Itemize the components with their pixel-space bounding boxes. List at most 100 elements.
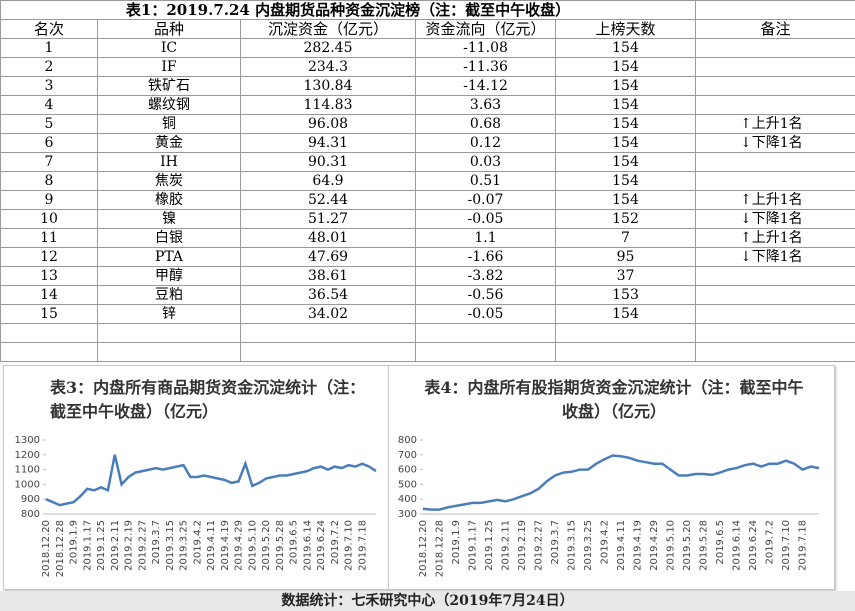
cell: 4	[0, 95, 98, 115]
cell: 2	[0, 57, 98, 77]
y-tick-label: 1000	[15, 479, 40, 490]
cell: 7	[554, 228, 697, 248]
cell: 3	[0, 76, 98, 96]
cell: 38.61	[240, 266, 416, 286]
x-tick-label: 2019.7.2	[765, 520, 776, 565]
x-tick-label: 2019.2.11	[110, 520, 121, 571]
x-tick-label: 2019.5.20	[682, 520, 693, 571]
cell: 36.54	[240, 285, 416, 305]
cell: 154	[554, 133, 697, 153]
table-row: 12 PTA 47.69 -1.66 95 ↓下降1名	[0, 247, 855, 267]
cell: 154	[554, 152, 697, 172]
x-tick-label: 2019.6.5	[715, 520, 726, 565]
cell: 黄金	[97, 133, 241, 153]
y-tick-label: 800	[398, 435, 417, 446]
x-tick-label: 2019.6.24	[748, 520, 759, 571]
table-row: 4 螺纹钢 114.83 3.63 154	[0, 95, 855, 115]
cell: 153	[554, 285, 697, 305]
y-tick-label: 1100	[15, 465, 40, 476]
cell: 15	[0, 304, 98, 324]
chart-title: 表3：内盘所有商品期货资金沉淀统计（注：截至中午收盘）（亿元）	[50, 378, 366, 421]
x-tick-label: 2019.1.17	[468, 520, 479, 571]
x-tick-label: 2018.12.28	[435, 520, 446, 577]
x-tick-label: 2019.6.24	[316, 520, 327, 571]
x-tick-label: 2019.7.10	[781, 520, 792, 571]
cell: 甲醇	[97, 266, 241, 286]
cell: 154	[554, 76, 697, 96]
empty-cell	[695, 76, 855, 96]
table-row: 15 锌 34.02 -0.05 154	[0, 304, 855, 324]
empty-cell	[0, 323, 98, 343]
table-row: 5 铜 96.08 0.68 154 ↑上升1名	[0, 114, 855, 134]
cell: 镍	[97, 209, 241, 229]
y-tick-label: 900	[21, 494, 40, 505]
empty-cell	[695, 171, 855, 191]
x-tick-label: 2018.12.20	[41, 520, 52, 577]
cell: -0.56	[415, 285, 556, 305]
header-row: 名次 品种 沉淀资金（亿元） 资金流向（亿元） 上榜天数 备注	[0, 19, 855, 39]
x-tick-label: 2019.5.10	[247, 520, 258, 571]
cell: 8	[0, 171, 98, 191]
cell: 1.1	[415, 228, 556, 248]
x-tick-label: 2019.7.2	[330, 520, 341, 565]
x-tick-label: 2019.2.27	[137, 520, 148, 571]
cell: -0.07	[415, 190, 556, 210]
table-row: 13 甲醇 38.61 -3.82 37	[0, 266, 855, 286]
empty-cell	[554, 342, 697, 362]
cell: PTA	[97, 247, 241, 267]
cell: -1.66	[415, 247, 556, 267]
x-tick-label: 2019.7.10	[344, 520, 355, 571]
x-tick-label: 2019.6.5	[289, 520, 300, 565]
cell	[695, 0, 855, 20]
cell: -3.82	[415, 266, 556, 286]
cell: -0.05	[415, 304, 556, 324]
empty-cell	[240, 323, 416, 343]
cell: 焦炭	[97, 171, 241, 191]
cell: 37	[554, 266, 697, 286]
cell: 锌	[97, 304, 241, 324]
x-tick-label: 2019.3.15	[165, 520, 176, 571]
x-tick-label: 2019.6.14	[302, 520, 313, 571]
cell: 154	[554, 38, 697, 58]
table-row: 1 IC 282.45 -11.08 154	[0, 38, 855, 58]
cell: 7	[0, 152, 98, 172]
footer: 数据统计：七禾研究中心（2019年7月24日）	[0, 591, 855, 611]
cell: 64.9	[240, 171, 416, 191]
cell: 154	[554, 171, 697, 191]
cell: 152	[554, 209, 697, 229]
header-cell: 备注	[695, 19, 855, 39]
cell: 34.02	[240, 304, 416, 324]
table-row: 11 白银 48.01 1.1 7 ↑上升1名	[0, 228, 855, 248]
y-tick-label: 1200	[15, 450, 40, 461]
y-tick-label: 300	[398, 509, 417, 520]
cell: 0.51	[415, 171, 556, 191]
cell: 1	[0, 38, 98, 58]
cell: ↑上升1名	[695, 114, 855, 134]
cell: 114.83	[240, 95, 416, 115]
cell: -11.08	[415, 38, 556, 58]
cell: 51.27	[240, 209, 416, 229]
cell: 282.45	[240, 38, 416, 58]
cell: ↑上升1名	[695, 228, 855, 248]
empty-cell	[240, 342, 416, 362]
cell: 154	[554, 190, 697, 210]
cell: 154	[554, 57, 697, 77]
title-row: 表1：2019.7.24 内盘期货品种资金沉淀榜（注：截至中午收盘）	[0, 0, 855, 20]
empty-cell	[695, 285, 855, 305]
empty-cell	[695, 152, 855, 172]
x-tick-label: 2019.1.17	[82, 520, 93, 571]
cell: ↓下降1名	[695, 247, 855, 267]
cell: 0.68	[415, 114, 556, 134]
header-cell: 上榜天数	[554, 19, 697, 39]
empty-cell	[0, 342, 98, 362]
cell: 6	[0, 133, 98, 153]
x-tick-label: 2019.1.9	[69, 520, 80, 565]
x-tick-label: 2019.5.20	[261, 520, 272, 571]
x-tick-label: 2019.7.18	[357, 520, 368, 571]
line-chart: 300 400 500 600 700 800 2018.12.20 2018.12.28 20…	[398, 435, 820, 577]
y-tick-label: 400	[398, 494, 417, 505]
data-line	[422, 454, 820, 511]
cell: 10	[0, 209, 98, 229]
cell: 52.44	[240, 190, 416, 210]
x-tick-label: 2019.3.25	[179, 520, 190, 571]
